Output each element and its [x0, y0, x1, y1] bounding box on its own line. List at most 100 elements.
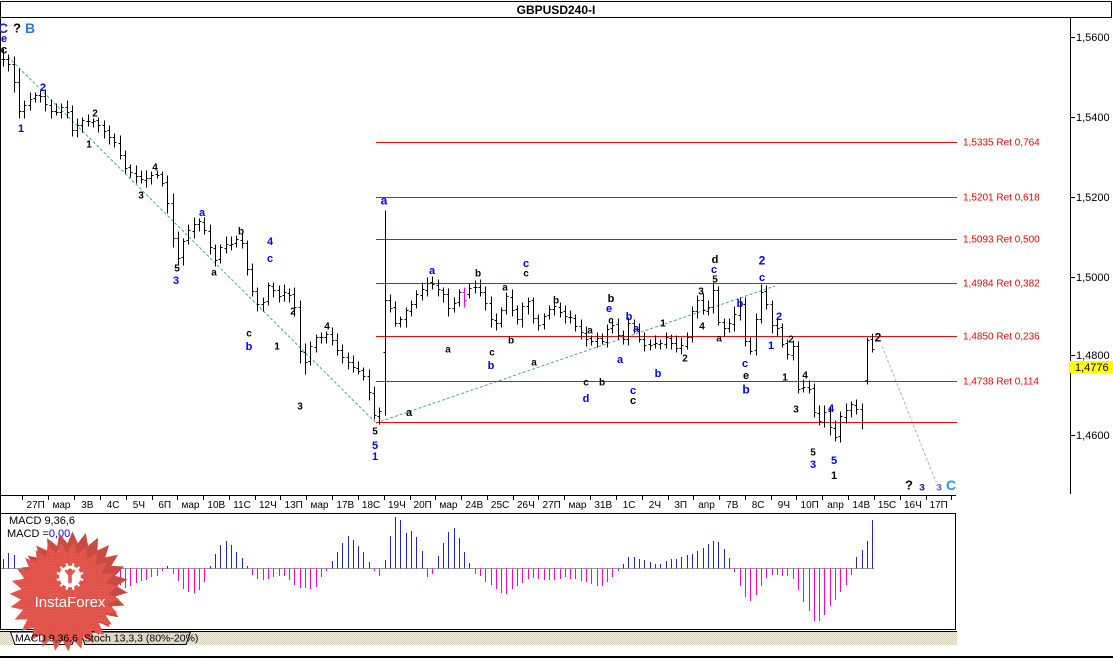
svg-text:2: 2 — [290, 307, 296, 318]
svg-text:e: e — [743, 370, 749, 382]
svg-text:20П: 20П — [414, 500, 432, 511]
svg-text:5: 5 — [372, 427, 378, 438]
svg-text:c: c — [608, 316, 614, 327]
svg-text:c: c — [246, 329, 252, 340]
svg-text:мар: мар — [311, 500, 329, 511]
svg-text:?: ? — [13, 21, 21, 36]
svg-text:a: a — [587, 326, 593, 337]
svg-text:3В: 3В — [81, 500, 94, 511]
svg-text:3: 3 — [793, 405, 799, 416]
svg-text:b: b — [742, 382, 749, 396]
svg-text:4: 4 — [324, 322, 330, 333]
svg-text:4: 4 — [699, 322, 705, 333]
svg-text:мар: мар — [182, 500, 200, 511]
svg-text:4: 4 — [802, 371, 808, 382]
svg-text:1,5600: 1,5600 — [1076, 32, 1110, 44]
svg-text:d: d — [583, 393, 590, 405]
svg-text:b: b — [488, 360, 495, 372]
svg-text:1: 1 — [768, 340, 774, 352]
svg-text:3П: 3П — [674, 500, 687, 511]
svg-text:c: c — [267, 253, 273, 265]
svg-text:1,5200: 1,5200 — [1076, 192, 1110, 204]
svg-text:b: b — [599, 378, 605, 389]
svg-text:31В: 31В — [594, 500, 612, 511]
svg-text:a: a — [211, 268, 217, 279]
svg-text:5: 5 — [810, 448, 816, 459]
svg-text:5: 5 — [712, 275, 718, 286]
svg-text:e: e — [1, 33, 7, 45]
svg-text:4: 4 — [152, 163, 158, 174]
svg-text:c: c — [759, 272, 765, 284]
svg-text:b: b — [246, 341, 253, 353]
svg-text:2: 2 — [92, 109, 98, 120]
svg-text:1,5093 Ret 0,500: 1,5093 Ret 0,500 — [963, 235, 1040, 246]
svg-text:2: 2 — [776, 311, 782, 323]
svg-text:c: c — [489, 348, 495, 359]
svg-text:2: 2 — [875, 330, 882, 344]
svg-text:a: a — [406, 407, 413, 419]
svg-text:мар: мар — [53, 500, 71, 511]
svg-text:5: 5 — [831, 455, 837, 467]
svg-text:Stoch 13,3,3 (80%-20%): Stoch 13,3,3 (80%-20%) — [84, 633, 198, 645]
svg-text:3: 3 — [297, 402, 303, 413]
svg-text:мар: мар — [440, 500, 458, 511]
svg-text:3: 3 — [698, 287, 704, 298]
svg-text:3: 3 — [173, 275, 179, 287]
svg-text:1С: 1С — [623, 500, 636, 511]
svg-text:6П: 6П — [158, 500, 171, 511]
svg-text:b: b — [508, 336, 514, 347]
svg-text:c: c — [523, 258, 529, 270]
svg-text:5: 5 — [372, 440, 378, 452]
svg-text:14В: 14В — [852, 500, 870, 511]
svg-text:2: 2 — [759, 253, 766, 267]
svg-text:2Ч: 2Ч — [649, 500, 661, 511]
svg-text:16Ч: 16Ч — [904, 500, 922, 511]
svg-text:8С: 8С — [752, 500, 765, 511]
svg-text:26Ч: 26Ч — [517, 500, 535, 511]
svg-text:7В: 7В — [726, 500, 739, 511]
svg-text:c: c — [742, 358, 748, 370]
svg-text:C: C — [0, 20, 8, 36]
svg-text:b: b — [626, 311, 633, 323]
svg-text:18С: 18С — [362, 500, 380, 511]
svg-text:15С: 15С — [878, 500, 896, 511]
svg-text:MACD 9,36,6: MACD 9,36,6 — [9, 515, 75, 527]
svg-text:a: a — [633, 323, 640, 335]
svg-text:1,4850 Ret 0,236: 1,4850 Ret 0,236 — [963, 332, 1040, 343]
svg-text:c: c — [523, 269, 529, 280]
svg-text:апр: апр — [827, 500, 844, 511]
svg-text:1,4984 Ret 0,382: 1,4984 Ret 0,382 — [963, 279, 1040, 290]
svg-text:11С: 11С — [233, 500, 251, 511]
svg-text:b: b — [608, 293, 615, 305]
svg-text:13П: 13П — [285, 500, 303, 511]
svg-text:a: a — [617, 354, 624, 366]
svg-text:1,4776: 1,4776 — [1075, 362, 1109, 374]
svg-text:5: 5 — [174, 264, 180, 275]
svg-text:4: 4 — [267, 236, 274, 248]
svg-text:25С: 25С — [491, 500, 509, 511]
svg-text:1,5201 Ret 0,618: 1,5201 Ret 0,618 — [963, 193, 1040, 204]
svg-text:апр: апр — [698, 500, 715, 511]
svg-text:b: b — [737, 298, 744, 310]
svg-text:17П: 17П — [930, 500, 948, 511]
svg-text:c: c — [583, 378, 589, 389]
svg-text:a: a — [429, 265, 436, 277]
svg-text:a: a — [502, 283, 508, 294]
svg-text:1,5400: 1,5400 — [1076, 112, 1110, 124]
svg-text:a: a — [716, 334, 722, 345]
svg-text:з: з — [919, 479, 925, 493]
svg-text:мар: мар — [569, 500, 587, 511]
svg-text:1: 1 — [831, 470, 837, 482]
svg-text:?: ? — [905, 478, 913, 493]
svg-text:24В: 24В — [465, 500, 483, 511]
svg-text:19Ч: 19Ч — [388, 500, 406, 511]
svg-text:1,5000: 1,5000 — [1076, 272, 1110, 284]
svg-text:4: 4 — [828, 403, 835, 415]
svg-text:d: d — [712, 254, 719, 266]
svg-text:4С: 4С — [107, 500, 120, 511]
svg-text:27П: 27П — [543, 500, 561, 511]
svg-text:1: 1 — [782, 373, 788, 384]
svg-text:27П: 27П — [27, 500, 45, 511]
svg-text:5Ч: 5Ч — [133, 500, 145, 511]
svg-text:GBPUSD240-I: GBPUSD240-I — [517, 3, 596, 17]
